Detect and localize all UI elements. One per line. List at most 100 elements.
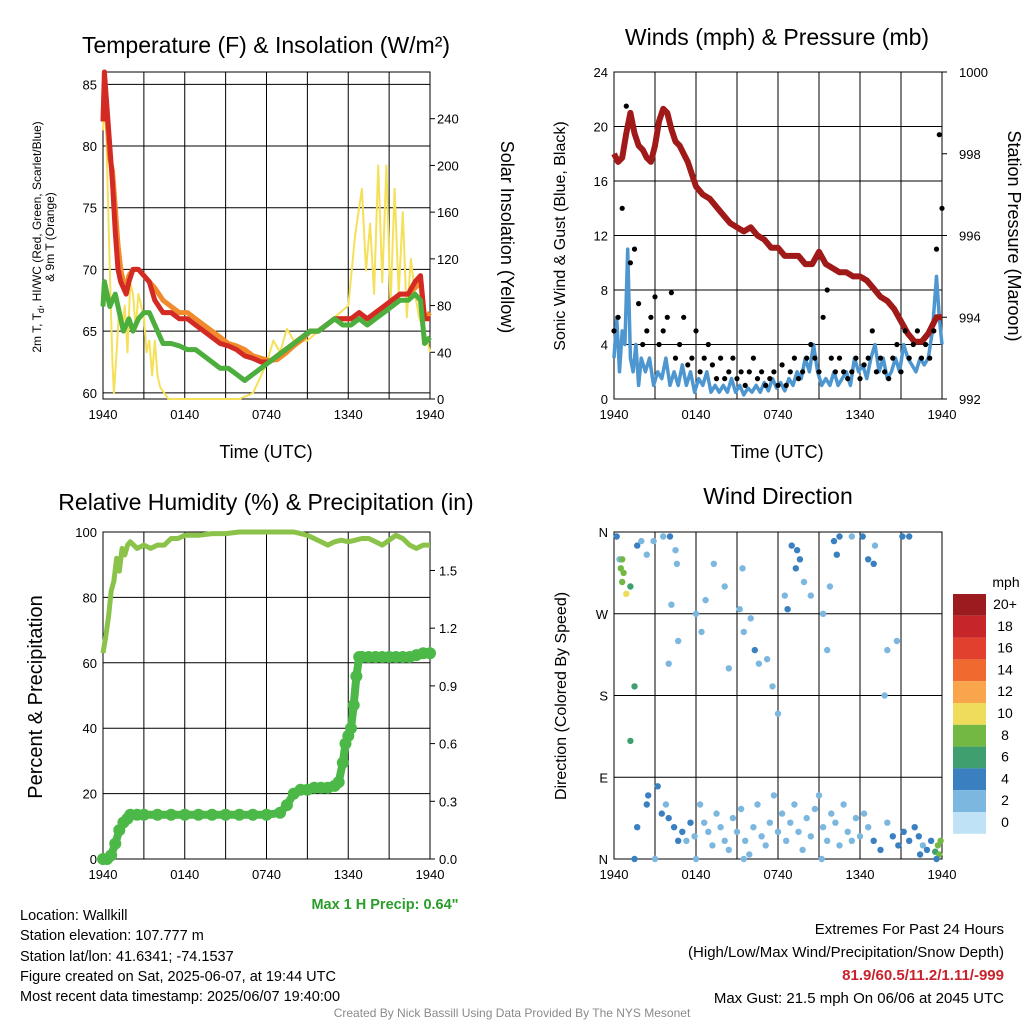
y-axis-label-temperature: 2m T, Td, HI/WC (Red, Green, Scarlet/Blu… xyxy=(30,121,57,352)
y-tick-label: N xyxy=(599,525,608,540)
direction-point xyxy=(818,855,825,863)
gust-point xyxy=(648,314,654,320)
svg-text:& 9m T (Orange): & 9m T (Orange) xyxy=(43,192,57,282)
legend-swatch xyxy=(953,615,986,638)
gust-point xyxy=(730,355,736,361)
x-tick-label: 0740 xyxy=(252,867,281,882)
direction-point xyxy=(852,814,860,822)
gust-point xyxy=(795,376,802,382)
y-tick-label: 20 xyxy=(83,787,97,802)
direction-point xyxy=(742,837,749,844)
gust-point xyxy=(750,355,757,361)
direction-point xyxy=(709,842,716,849)
direction-point xyxy=(710,560,717,567)
gust-point xyxy=(631,246,638,252)
legend-label: 10 xyxy=(997,705,1013,721)
gust-point xyxy=(836,355,843,361)
gust-point xyxy=(779,362,785,368)
direction-point xyxy=(631,855,638,863)
precip-point xyxy=(246,808,259,821)
y-right-tick-label: 1.5 xyxy=(439,563,457,578)
direction-point xyxy=(824,646,831,654)
precip-point xyxy=(192,808,205,821)
gust-point xyxy=(894,341,900,348)
direction-point xyxy=(792,565,799,572)
direction-point xyxy=(870,560,877,567)
direction-point xyxy=(830,537,838,545)
direction-point xyxy=(634,824,641,831)
direction-point xyxy=(778,810,786,817)
direction-point xyxy=(755,660,763,667)
direction-point xyxy=(848,837,855,844)
station-latlon: Station lat/lon: 41.6341; -74.1537 xyxy=(20,948,234,965)
direction-point xyxy=(687,819,694,826)
gust-point xyxy=(754,376,761,382)
legend-swatch xyxy=(953,637,986,660)
direction-point xyxy=(651,855,659,863)
legend-swatch xyxy=(953,790,986,812)
y-right-tick-label: 0.3 xyxy=(439,794,457,809)
gust-point xyxy=(681,314,687,320)
plot-area-1: 1940 0140 0740 1340 1940 60 65 70 75 80 85 0 40 80 120… xyxy=(83,69,459,422)
y-tick-label: 16 xyxy=(594,174,608,189)
gust-point xyxy=(939,205,945,211)
direction-point xyxy=(884,819,891,826)
precip-point xyxy=(137,808,150,821)
direction-point xyxy=(916,851,924,858)
direction-point xyxy=(751,646,758,654)
gust-point xyxy=(767,376,773,382)
precip-point xyxy=(350,670,363,683)
station-elevation: Station elevation: 107.777 m xyxy=(20,928,204,945)
direction-point xyxy=(762,842,769,849)
temperature-insolation-chart: Temperature (F) & Insolation (W/m²) 2m T… xyxy=(30,32,517,462)
direction-point xyxy=(627,583,634,590)
direction-point xyxy=(666,533,674,540)
y-tick-label: 80 xyxy=(83,590,97,605)
gust-point xyxy=(787,369,793,375)
figure-created: Figure created on Sat, 2025-06-07, at 19… xyxy=(20,968,336,985)
gust-point xyxy=(713,376,720,382)
direction-point xyxy=(702,596,709,604)
direction-point xyxy=(884,646,891,654)
y-tick-label: 0 xyxy=(601,392,608,407)
gust-point xyxy=(664,314,670,320)
direction-point xyxy=(895,842,902,849)
y-tick-label: 20 xyxy=(594,120,608,135)
legend-swatch xyxy=(953,812,986,834)
x-tick-label: 1340 xyxy=(334,407,363,422)
extremes-summary: Extremes For Past 24 Hours (High/Low/Max… xyxy=(688,918,1004,1010)
winds-pressure-chart: Winds (mph) & Pressure (mb) Sonic Wind &… xyxy=(552,24,1024,462)
direction-point xyxy=(643,801,650,808)
precip-point xyxy=(424,647,436,660)
gust-point xyxy=(619,205,625,211)
direction-point xyxy=(793,547,801,554)
direction-point xyxy=(675,837,682,844)
gust-point xyxy=(906,355,912,361)
x-tick-label: 1340 xyxy=(846,407,875,422)
gust-point xyxy=(877,355,884,361)
gust-point xyxy=(882,369,888,375)
gust-point xyxy=(849,369,855,375)
y-axis-label-direction: Direction (Colored By Speed) xyxy=(553,592,570,800)
direction-point xyxy=(807,833,814,840)
y-right-tick-label: 120 xyxy=(437,252,459,267)
series-line-rh xyxy=(100,529,430,654)
direction-point xyxy=(763,656,771,663)
chart-title-temperature: Temperature (F) & Insolation (W/m²) xyxy=(82,32,450,58)
y-axis-label-pressure: Station Pressure (Maroon) xyxy=(1004,130,1024,341)
legend-label: 20+ xyxy=(993,596,1017,612)
gust-point xyxy=(853,355,859,361)
speed-legend: 20+ 18 16 14 12 10 8 6 4 2 0 xyxy=(953,594,1017,834)
direction-point xyxy=(933,855,940,863)
gust-point xyxy=(709,362,716,368)
direction-point xyxy=(815,792,823,799)
gust-point xyxy=(722,376,728,382)
direction-point xyxy=(713,810,720,817)
gust-point xyxy=(820,314,826,320)
direction-point xyxy=(717,824,724,831)
gust-point xyxy=(931,328,937,334)
direction-point xyxy=(796,556,804,563)
gust-point xyxy=(918,355,925,361)
y-right-tick-label: 0.0 xyxy=(439,852,457,867)
